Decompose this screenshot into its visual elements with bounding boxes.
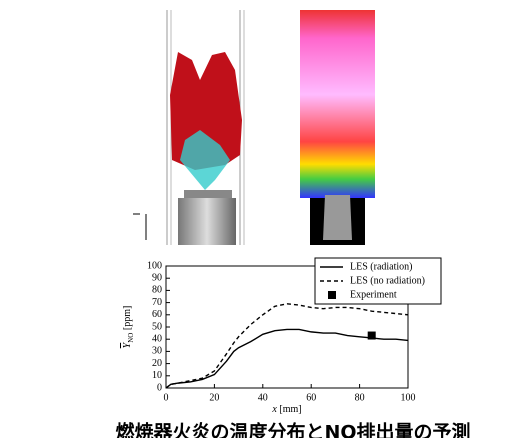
x-tick-label: 20 bbox=[209, 392, 219, 403]
legend-label: LES (no radiation) bbox=[350, 275, 425, 286]
x-axis-label: x [mm] bbox=[271, 404, 301, 415]
figure: 燃焼器火炎の温度分布とNO排出量の予測 x [mm] YNO [ppm] 0 20… bbox=[0, 0, 517, 438]
y-tick-label: 100 bbox=[147, 260, 162, 271]
x-label-unit: [mm] bbox=[279, 404, 301, 415]
flame-render bbox=[133, 10, 244, 245]
data-point bbox=[368, 332, 376, 340]
x-tick-label: 60 bbox=[306, 392, 316, 403]
legend-marker bbox=[328, 291, 336, 299]
x-tick-label: 100 bbox=[401, 392, 416, 403]
y-tick-label: 80 bbox=[152, 285, 162, 296]
y-tick-label: 60 bbox=[152, 309, 162, 320]
y-tick-label: 10 bbox=[152, 370, 162, 381]
legend-label: Experiment bbox=[350, 289, 397, 300]
y-tick-label: 40 bbox=[152, 333, 162, 344]
y-axis-label: YNO [ppm] bbox=[122, 306, 136, 349]
y-tick-label: 20 bbox=[152, 358, 162, 369]
x-tick-label: 80 bbox=[355, 392, 365, 403]
x-tick-label: 0 bbox=[164, 392, 169, 403]
y-label-sub: NO bbox=[127, 333, 135, 343]
temperature-map bbox=[300, 10, 375, 245]
y-label-unit: [ppm] bbox=[122, 306, 133, 330]
x-tick-label: 40 bbox=[258, 392, 268, 403]
y-tick-label: 0 bbox=[157, 382, 162, 393]
series-line bbox=[166, 304, 408, 388]
x-label-var: x bbox=[271, 404, 277, 415]
caption: 燃焼器火炎の温度分布とNO排出量の予測 bbox=[115, 421, 470, 439]
page: {"chart_data":{"type":"line","caption":"… bbox=[0, 0, 517, 438]
y-tick-label: 70 bbox=[152, 297, 162, 308]
y-tick-label: 90 bbox=[152, 272, 162, 283]
legend-label: LES (radiation) bbox=[350, 261, 412, 272]
y-tick-label: 30 bbox=[152, 346, 162, 357]
y-tick-label: 50 bbox=[152, 321, 162, 332]
